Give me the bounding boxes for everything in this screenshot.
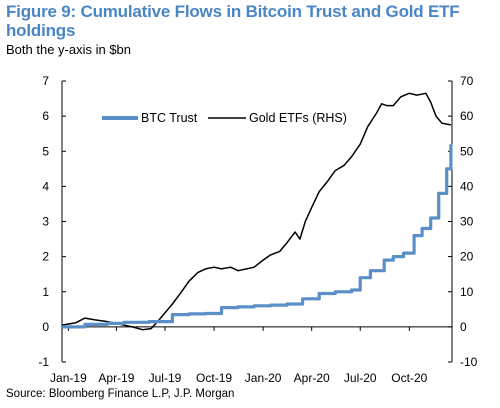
right-tick-label: 30 [460,215,474,229]
chart-title: Figure 9: Cumulative Flows in Bitcoin Tr… [6,2,460,40]
x-tick-label: Apr-20 [294,371,330,385]
left-tick-label: -1 [38,355,49,369]
x-tick-label: Jul-19 [149,371,182,385]
left-tick-label: 0 [42,320,49,334]
left-tick-label: 4 [42,179,49,193]
legend: BTC Trust Gold ETFs (RHS) [102,111,347,125]
left-tick-label: 5 [42,144,49,158]
series-layer [61,92,453,331]
right-tick-label: 70 [460,74,474,88]
left-tick-label: 3 [42,215,49,229]
right-tick-label: 10 [460,285,474,299]
btc-trust-line [62,144,453,329]
x-tick-label: Jul-20 [344,371,377,385]
gold-etf-line [61,92,452,331]
left-tick-label: 6 [42,109,49,123]
x-tick-label: Apr-19 [98,371,134,385]
chart-source: Source: Bloomberg Finance L.P, J.P. Morg… [6,388,235,400]
right-tick-label: 20 [460,250,474,264]
x-tick-label: Jan-20 [245,371,282,385]
chart-subtitle: Both the y-axis in $bn [6,42,132,57]
left-tick-label: 7 [42,74,49,88]
right-tick-label: 40 [460,179,474,193]
right-tick-label: -10 [460,355,478,369]
right-tick-label: 0 [460,320,467,334]
left-tick-label: 1 [42,285,49,299]
legend-label-btc: BTC Trust [141,111,198,125]
right-tick-label: 60 [460,109,474,123]
x-tick-label: Jan-19 [50,371,87,385]
x-tick-label: Oct-19 [196,371,232,385]
right-tick-label: 50 [460,144,474,158]
x-tick-label: Oct-20 [391,371,427,385]
legend-label-gold: Gold ETFs (RHS) [249,111,347,125]
left-tick-label: 2 [42,250,49,264]
